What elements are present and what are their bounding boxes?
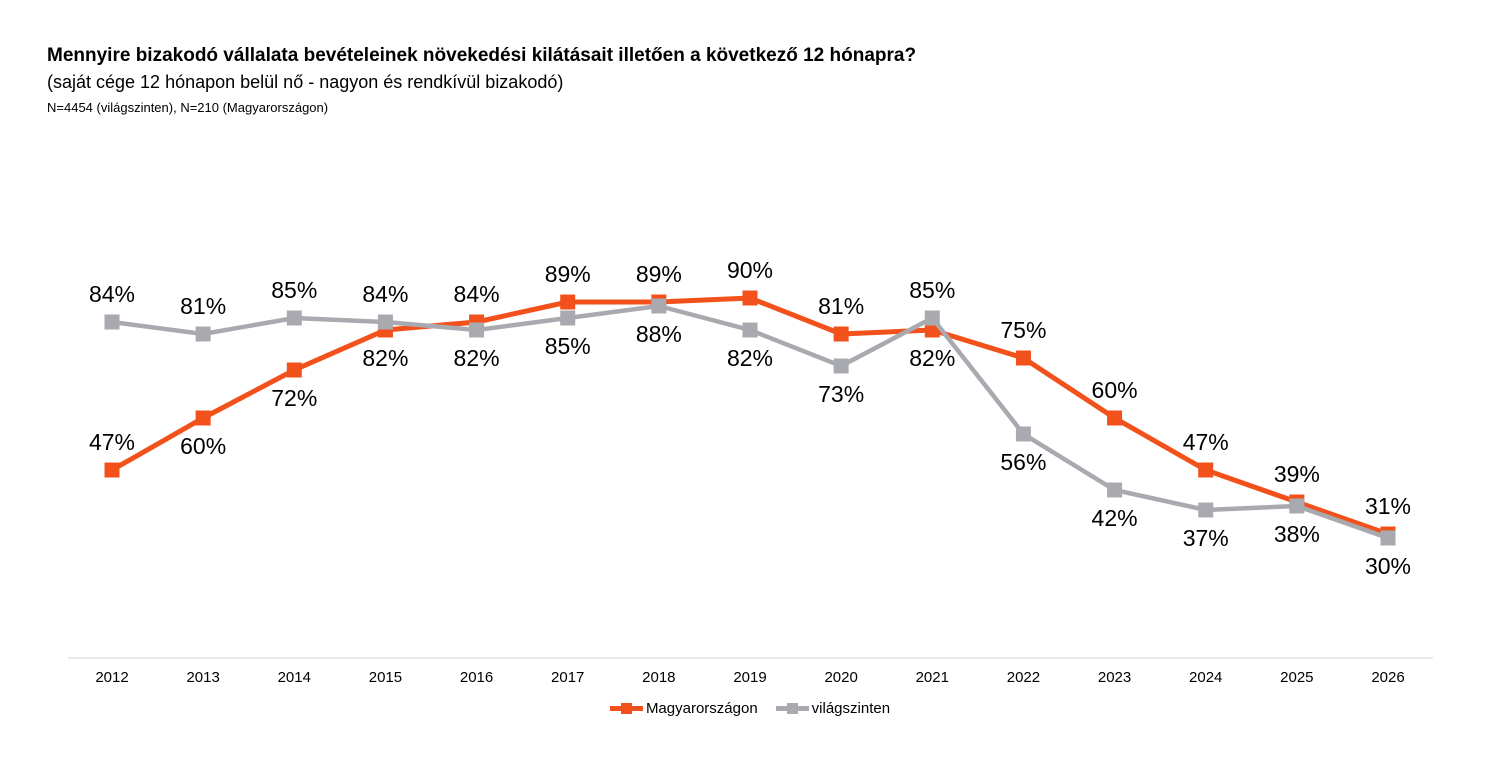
- data-label-vilagszinten-2014: 85%: [271, 277, 317, 303]
- x-axis-label-2014: 2014: [278, 669, 311, 686]
- legend-label-vilagszinten: világszinten: [811, 700, 891, 717]
- data-point-marker-vilagszinten-2023: [1107, 482, 1123, 498]
- data-point-marker-vilagszinten-2019: [742, 322, 758, 338]
- data-point-marker-magyarorszagon-2023: [1107, 410, 1123, 426]
- x-axis-label-2015: 2015: [369, 669, 402, 686]
- x-axis-label-2012: 2012: [95, 669, 128, 686]
- chart-subtitle: (saját cége 12 hónapon belül nő - nagyon…: [47, 71, 564, 92]
- series-line-vilagszinten: [111, 303, 1389, 541]
- x-axis-label-2022: 2022: [1007, 669, 1040, 686]
- legend-marker-magyarorszagon-icon: [609, 703, 643, 714]
- data-point-marker-vilagszinten-2017: [560, 310, 576, 326]
- data-label-vilagszinten-2022: 56%: [1000, 449, 1046, 475]
- data-label-magyarorszagon-2020: 81%: [818, 293, 864, 319]
- legend-item-vilagszinten: világszinten: [775, 700, 891, 717]
- data-label-vilagszinten-2020: 73%: [818, 381, 864, 407]
- x-axis-label-2026: 2026: [1371, 669, 1404, 686]
- x-axis-label-2021: 2021: [916, 669, 949, 686]
- chart-title: Mennyire bizakodó vállalata bevételeinek…: [47, 45, 917, 66]
- data-label-magyarorszagon-2015: 82%: [362, 345, 408, 371]
- data-point-marker-vilagszinten-2026: [1380, 530, 1396, 546]
- data-label-vilagszinten-2015: 84%: [362, 281, 408, 307]
- data-label-magyarorszagon-2019: 90%: [727, 257, 773, 283]
- x-axis-label-2017: 2017: [551, 669, 584, 686]
- sample-size-note: N=4454 (világszinten), N=210 (Magyarorsz…: [47, 100, 329, 116]
- data-point-marker-vilagszinten-2024: [1198, 502, 1214, 518]
- data-point-marker-vilagszinten-2018: [651, 298, 667, 314]
- data-label-magyarorszagon-2022: 75%: [1000, 317, 1046, 343]
- data-point-marker-magyarorszagon-2012: [104, 462, 120, 478]
- data-label-magyarorszagon-2026: 31%: [1365, 493, 1411, 519]
- data-point-marker-magyarorszagon-2014: [286, 362, 302, 378]
- x-axis-label-2020: 2020: [824, 669, 857, 686]
- data-point-marker-vilagszinten-2014: [286, 310, 302, 326]
- data-label-magyarorszagon-2017: 89%: [545, 261, 591, 287]
- data-label-vilagszinten-2023: 42%: [1092, 505, 1138, 531]
- x-axis-label-2013: 2013: [186, 669, 219, 686]
- data-label-magyarorszagon-2016: 84%: [454, 281, 500, 307]
- data-point-marker-vilagszinten-2025: [1289, 498, 1305, 514]
- data-point-marker-vilagszinten-2020: [833, 358, 849, 374]
- data-label-vilagszinten-2013: 81%: [180, 293, 226, 319]
- chart-header: Mennyire bizakodó vállalata bevételeinek…: [47, 44, 916, 115]
- data-point-marker-magyarorszagon-2020: [833, 326, 849, 342]
- data-label-vilagszinten-2024: 37%: [1183, 525, 1229, 551]
- x-axis-label-2018: 2018: [642, 669, 675, 686]
- data-point-marker-vilagszinten-2013: [195, 326, 211, 342]
- legend-marker-vilagszinten-icon: [775, 703, 809, 714]
- data-point-marker-magyarorszagon-2024: [1198, 462, 1214, 478]
- data-label-vilagszinten-2025: 38%: [1274, 521, 1320, 547]
- data-label-vilagszinten-2018: 88%: [636, 321, 682, 347]
- data-point-marker-magyarorszagon-2017: [560, 294, 576, 310]
- data-point-marker-magyarorszagon-2019: [742, 290, 758, 306]
- data-point-marker-vilagszinten-2016: [469, 322, 485, 338]
- x-axis-label-2023: 2023: [1098, 669, 1131, 686]
- data-label-vilagszinten-2019: 82%: [727, 345, 773, 371]
- x-axis-label-2016: 2016: [460, 669, 493, 686]
- data-point-marker-vilagszinten-2012: [104, 314, 120, 330]
- chart-legend: Magyarországon világszinten: [0, 700, 1500, 717]
- data-point-marker-magyarorszagon-2022: [1015, 350, 1031, 366]
- data-point-marker-vilagszinten-2021: [924, 310, 940, 326]
- data-label-vilagszinten-2017: 85%: [545, 333, 591, 359]
- data-label-magyarorszagon-2023: 60%: [1092, 377, 1138, 403]
- data-label-magyarorszagon-2021: 82%: [909, 345, 955, 371]
- x-axis-label-2024: 2024: [1189, 669, 1222, 686]
- data-label-vilagszinten-2021: 85%: [909, 277, 955, 303]
- data-label-magyarorszagon-2018: 89%: [636, 261, 682, 287]
- data-label-magyarorszagon-2013: 60%: [180, 433, 226, 459]
- legend-item-magyarorszagon: Magyarországon: [609, 700, 758, 717]
- x-axis-label-2025: 2025: [1280, 669, 1313, 686]
- data-label-magyarorszagon-2025: 39%: [1274, 461, 1320, 487]
- data-label-magyarorszagon-2012: 47%: [89, 429, 135, 455]
- data-label-vilagszinten-2026: 30%: [1365, 553, 1411, 579]
- data-label-vilagszinten-2012: 84%: [89, 281, 135, 307]
- data-point-marker-vilagszinten-2022: [1015, 426, 1031, 442]
- data-point-marker-vilagszinten-2015: [377, 314, 393, 330]
- data-label-vilagszinten-2016: 82%: [454, 345, 500, 371]
- data-point-marker-magyarorszagon-2013: [195, 410, 211, 426]
- data-label-magyarorszagon-2014: 72%: [271, 385, 317, 411]
- legend-label-magyarorszagon: Magyarországon: [645, 700, 758, 717]
- x-axis-label-2019: 2019: [733, 669, 766, 686]
- data-label-magyarorszagon-2024: 47%: [1183, 429, 1229, 455]
